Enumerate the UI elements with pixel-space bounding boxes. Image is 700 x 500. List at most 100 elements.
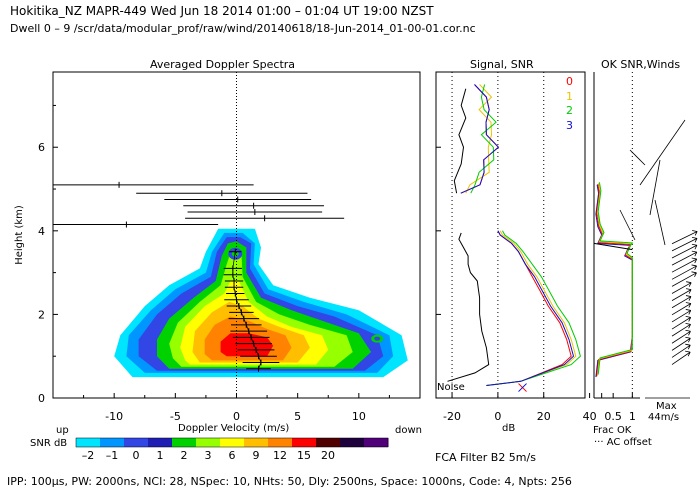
wind-max-value: 44m/s bbox=[648, 412, 680, 423]
x-tick-label: -10 bbox=[105, 410, 123, 423]
ac-offset-line bbox=[593, 242, 633, 251]
spectra-title: Averaged Doppler Spectra bbox=[150, 58, 296, 71]
colorbar-cell bbox=[244, 438, 269, 447]
x-tick-label: 0 bbox=[233, 410, 240, 423]
colorbar-cell bbox=[172, 438, 197, 447]
ok-x-tick-label: 1 bbox=[629, 410, 636, 423]
signal-upper-ch0 bbox=[460, 84, 500, 194]
wind-arrow-upper bbox=[619, 209, 636, 241]
signal-x-tick-label: 40 bbox=[583, 410, 597, 423]
wind-arrow bbox=[671, 237, 698, 252]
frac-ok-line bbox=[596, 183, 634, 376]
wind-arrow-head bbox=[691, 257, 698, 264]
legend-ch3: 3 bbox=[566, 119, 573, 132]
colorbar-cell bbox=[340, 438, 365, 447]
colorbar-cell bbox=[364, 438, 389, 447]
wind-arrow bbox=[671, 317, 691, 330]
up-label: up bbox=[56, 425, 69, 436]
wind-arrow bbox=[671, 324, 691, 337]
wind-arrow bbox=[671, 289, 692, 301]
legend-ch1: 1 bbox=[566, 90, 573, 103]
colorbar-tick-label: 2 bbox=[181, 449, 188, 462]
colorbar-tick-label: 6 bbox=[229, 449, 236, 462]
signal-x-tick-label: -20 bbox=[443, 410, 461, 423]
noise-label: Noise bbox=[437, 382, 465, 393]
wind-arrow-head bbox=[685, 343, 691, 350]
colorbar-cell bbox=[292, 438, 317, 447]
wind-arrow bbox=[671, 337, 691, 351]
wind-arrow-head bbox=[686, 281, 692, 287]
page-title: Hokitika_NZ MAPR-449 Wed Jun 18 2014 01:… bbox=[10, 4, 434, 18]
y-tick-label: 0 bbox=[38, 392, 45, 405]
wind-arrow-head bbox=[685, 322, 691, 329]
db-axis-label: dB bbox=[502, 423, 516, 434]
wind-arrow-head bbox=[685, 316, 692, 322]
ok-x-tick-label: 0.5 bbox=[604, 410, 622, 423]
colorbar-label: SNR dB bbox=[30, 438, 68, 449]
signal-x-tick-label: 20 bbox=[537, 410, 551, 423]
wind-arrow-head bbox=[685, 329, 691, 336]
legend-ch2: 2 bbox=[566, 104, 573, 117]
wind-arrow bbox=[671, 303, 692, 316]
wind-arrow bbox=[671, 296, 692, 309]
colorbar-cell bbox=[124, 438, 149, 447]
ok-snr-winds-title: OK SNR,Winds bbox=[601, 58, 681, 71]
frac-ok-label: Frac OK bbox=[593, 425, 632, 436]
wind-arrow bbox=[671, 330, 691, 344]
colorbar-tick-label: 1 bbox=[157, 449, 164, 462]
colorbar-tick-label: –2 bbox=[82, 449, 95, 462]
wind-arrow-upper bbox=[649, 159, 661, 216]
wind-arrow bbox=[671, 251, 698, 266]
wind-arrow-head bbox=[685, 350, 691, 357]
wind-arrow-head bbox=[685, 336, 691, 343]
wind-arrow-head bbox=[685, 302, 692, 308]
colorbar-tick-label: 3 bbox=[205, 449, 212, 462]
wind-arrow bbox=[671, 344, 691, 358]
x-axis-label: Doppler Velocity (m/s) bbox=[178, 423, 290, 434]
signal-upper-ch2 bbox=[470, 84, 497, 194]
y-tick-label: 2 bbox=[38, 308, 45, 321]
spectra-contour-8 bbox=[220, 333, 274, 357]
wind-arrow-head bbox=[685, 295, 692, 301]
signal-frame bbox=[435, 71, 586, 399]
wind-arrow-head bbox=[691, 250, 698, 257]
down-label: down bbox=[395, 425, 422, 436]
signal-snr-title: Signal, SNR bbox=[470, 58, 534, 71]
wind-arrow bbox=[671, 351, 691, 365]
wind-arrow bbox=[671, 244, 698, 259]
fca-filter-label: FCA Filter B2 5m/s bbox=[435, 451, 536, 464]
wind-arrow-head bbox=[692, 230, 698, 236]
colorbar-tick-label: 12 bbox=[273, 449, 287, 462]
colorbar-cell bbox=[76, 438, 101, 447]
x-tick-label: 10 bbox=[352, 410, 366, 423]
legend-ch0: 0 bbox=[566, 75, 573, 88]
radar-parameters: IPP: 100µs, PW: 2000ns, NCI: 28, NSpec: … bbox=[7, 475, 572, 488]
wind-arrow-upper bbox=[629, 149, 646, 166]
wind-arrow bbox=[671, 272, 697, 287]
wind-arrow-head bbox=[691, 243, 698, 250]
signal-series-signal bbox=[447, 232, 490, 382]
noise-mark-b bbox=[518, 383, 527, 392]
x-tick-label: -5 bbox=[170, 410, 181, 423]
x-tick-label: 5 bbox=[294, 410, 301, 423]
signal-series-1 bbox=[486, 230, 577, 386]
signal-x-tick-label: 0 bbox=[494, 410, 501, 423]
wind-max-label: Max bbox=[656, 401, 677, 412]
frac-ok-line bbox=[596, 183, 633, 377]
colorbar-cell bbox=[316, 438, 341, 447]
data-path: Dwell 0 – 9 /scr/data/modular_prof/raw/w… bbox=[10, 22, 476, 35]
wind-arrow-head bbox=[691, 264, 697, 271]
wind-arrow bbox=[671, 282, 692, 294]
wind-arrow-upper bbox=[639, 119, 686, 186]
wind-arrow-head bbox=[691, 271, 697, 278]
spectra-patch-right-core bbox=[374, 336, 381, 341]
signal-series-3 bbox=[486, 230, 575, 386]
colorbar-cell bbox=[148, 438, 173, 447]
signal-series-signal-upper bbox=[453, 88, 467, 194]
signal-series-2 bbox=[486, 230, 581, 386]
wind-arrow-head bbox=[691, 236, 698, 243]
profile-line bbox=[232, 251, 262, 369]
y-axis-label: Height (km) bbox=[14, 205, 25, 265]
colorbar-frame bbox=[75, 437, 389, 448]
